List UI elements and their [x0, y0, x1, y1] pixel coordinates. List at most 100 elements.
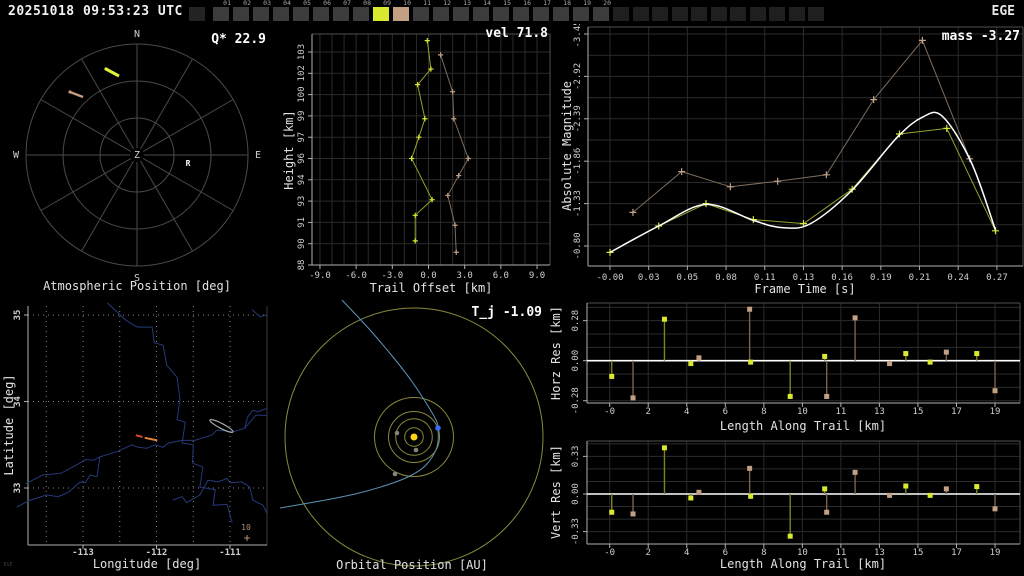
- frame-cell-03[interactable]: 03: [253, 0, 272, 24]
- frame-cell-19[interactable]: 19: [573, 0, 592, 24]
- panel-magnitude: -0.00 0.03 0.05 0.08 0.11 0.13 0.16 0.19 0.21 0.2…: [560, 24, 1024, 300]
- svg-text:10: 10: [241, 523, 251, 532]
- svg-text:S: S: [134, 273, 140, 284]
- svg-text:96: 96: [297, 153, 307, 164]
- frame-cell-blank[interactable]: [769, 0, 788, 24]
- frame-cell-blank[interactable]: [788, 0, 808, 24]
- svg-text:0.00: 0.00: [571, 483, 581, 505]
- panel-map: -113 -112 -111 33 34 35 10 EGE Latitude [deg] L…: [0, 300, 280, 576]
- frame-cell-11[interactable]: 11: [413, 0, 432, 24]
- frame-box: [413, 7, 429, 21]
- svg-text:-0.00: -0.00: [596, 273, 623, 283]
- frame-number: 12: [443, 0, 451, 7]
- svg-text:15: 15: [913, 407, 924, 417]
- svg-text:34: 34: [13, 396, 23, 407]
- panel-orbit: T_j -1.09 Orbital Position [AU]: [280, 300, 544, 576]
- frame-number: 02: [243, 0, 251, 7]
- frame-box: [769, 7, 785, 21]
- frame-box: [671, 7, 688, 21]
- svg-text:EGE: EGE: [3, 562, 12, 568]
- frame-box: [273, 7, 289, 21]
- svg-text:-0.28: -0.28: [571, 387, 581, 414]
- svg-text:17: 17: [951, 548, 962, 558]
- svg-text:9.0: 9.0: [529, 271, 545, 281]
- frame-cell-13[interactable]: 13: [453, 0, 472, 24]
- svg-text:-6.0: -6.0: [345, 271, 367, 281]
- svg-text:Z: Z: [134, 150, 140, 161]
- frame-box: [533, 7, 549, 21]
- svg-text:91: 91: [297, 217, 307, 228]
- frame-cell-blank[interactable]: [730, 0, 749, 24]
- svg-text:2: 2: [646, 407, 651, 417]
- frame-cell-blank[interactable]: [749, 0, 769, 24]
- svg-text:-3.0: -3.0: [381, 271, 403, 281]
- frame-box: [213, 7, 229, 21]
- svg-text:103: 103: [297, 44, 307, 60]
- svg-text:0.13: 0.13: [793, 273, 815, 283]
- svg-text:-2.39: -2.39: [573, 105, 583, 132]
- frame-cell-14[interactable]: 14: [473, 0, 492, 24]
- frame-cell-blank[interactable]: [691, 0, 710, 24]
- frame-box: [593, 7, 609, 21]
- frame-number: 01: [223, 0, 231, 7]
- magnitude-xlabel: Frame Time [s]: [754, 282, 856, 296]
- frame-cell-05[interactable]: 05: [293, 0, 312, 24]
- velocity-stat: vel 71.8: [485, 26, 548, 41]
- frame-box: [513, 7, 529, 21]
- frame-cell-20[interactable]: 20: [593, 0, 612, 24]
- svg-text:-0.80: -0.80: [573, 232, 583, 259]
- svg-text:0.24: 0.24: [947, 273, 969, 283]
- frame-cell-blank[interactable]: [613, 0, 632, 24]
- frame-cell-blank[interactable]: [671, 0, 691, 24]
- frame-cell-15[interactable]: 15: [493, 0, 512, 24]
- svg-text:W: W: [13, 150, 20, 161]
- frame-box: [691, 7, 707, 21]
- frame-cell-12[interactable]: 12: [433, 0, 452, 24]
- svg-text:10: 10: [797, 548, 808, 558]
- panel-trail: -9.0 -6.0 -3.0 0.0 3.0 6.0 9.0 88 90 91 93 94 96 97 99…: [280, 24, 560, 300]
- frame-cell-blank[interactable]: [808, 0, 827, 24]
- svg-text:0.27: 0.27: [986, 273, 1008, 283]
- vert-res-xlabel: Length Along Trail [km]: [719, 557, 887, 571]
- frame-box: [553, 7, 569, 21]
- frame-number: 14: [483, 0, 491, 7]
- frame-cell-01[interactable]: 01: [213, 0, 232, 24]
- frame-number: 16: [523, 0, 531, 7]
- frame-cell-blank[interactable]: [710, 0, 730, 24]
- svg-text:88: 88: [297, 260, 307, 271]
- svg-text:-1.86: -1.86: [573, 148, 583, 175]
- frame-cell-18[interactable]: 18: [553, 0, 572, 24]
- frame-cell-02[interactable]: 02: [233, 0, 252, 24]
- frame-cell-blank[interactable]: [189, 0, 208, 24]
- svg-text:0.19: 0.19: [870, 273, 892, 283]
- frame-box: [730, 7, 746, 21]
- svg-text:0.00: 0.00: [571, 350, 581, 372]
- svg-text:-113: -113: [72, 548, 94, 558]
- frame-cell-04[interactable]: 04: [273, 0, 292, 24]
- frame-cell-07[interactable]: 07: [333, 0, 352, 24]
- map-plot: -113 -112 -111 33 34 35 10 EGE: [3, 302, 268, 568]
- svg-text:0.33: 0.33: [571, 446, 581, 468]
- residuals-plot: -0 2 4 6 8 10 11 13 15 17 19 0.28 0.00 -0.28 -0 2 4 6 8 10 1…: [571, 302, 1021, 558]
- svg-text:102: 102: [297, 65, 307, 81]
- frame-cell-blank[interactable]: [652, 0, 671, 24]
- frame-cell-blank[interactable]: [632, 0, 652, 24]
- frame-cell-17[interactable]: 17: [533, 0, 552, 24]
- frame-cell-09[interactable]: 09: [373, 0, 392, 24]
- frame-cell-08[interactable]: 08: [353, 0, 372, 24]
- svg-text:19: 19: [990, 407, 1001, 417]
- svg-text:93: 93: [297, 196, 307, 207]
- map-xlabel: Longitude [deg]: [92, 557, 202, 571]
- frame-box: [473, 7, 489, 21]
- horz-res-xlabel: Length Along Trail [km]: [719, 419, 887, 433]
- frame-cell-10[interactable]: 10: [393, 0, 412, 24]
- frame-box: [373, 7, 389, 21]
- svg-text:0.28: 0.28: [571, 310, 581, 332]
- svg-text:90: 90: [297, 238, 307, 249]
- frame-cell-06[interactable]: 06: [313, 0, 332, 24]
- station-label: EGE: [991, 4, 1015, 19]
- frame-cell-16[interactable]: 16: [513, 0, 532, 24]
- magnitude-plot: -0.00 0.03 0.05 0.08 0.11 0.13 0.16 0.19 0.21 0.2…: [573, 24, 1024, 283]
- frame-box: [189, 7, 205, 21]
- panel-residuals: -0 2 4 6 8 10 11 13 15 17 19 0.28 0.00 -0.28 -0 2 4 6 8 10 1…: [544, 300, 1024, 576]
